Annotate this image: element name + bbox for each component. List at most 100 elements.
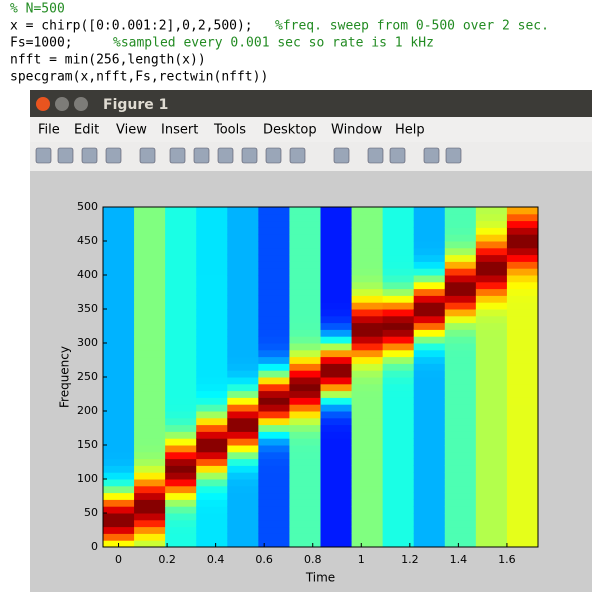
spectrogram-cell (289, 247, 321, 256)
spectrogram-cell (258, 336, 290, 344)
spectrogram-cell (320, 506, 353, 514)
spectrogram-cell (413, 438, 446, 446)
spectrogram-cell (382, 254, 415, 262)
spectrogram-cell (475, 275, 508, 283)
tool-button[interactable] (57, 147, 74, 164)
spectrogram-cell (165, 533, 197, 541)
spectrogram-cell (320, 417, 353, 426)
spectrogram-cell (227, 377, 259, 385)
y-tick-label: 100 (77, 472, 98, 485)
spectrogram-cell (196, 377, 228, 385)
spectrogram-cell (382, 315, 415, 324)
menu-item[interactable]: Desktop (263, 123, 317, 138)
spectrogram-cell (196, 370, 228, 378)
spectrogram-cell (103, 315, 135, 324)
spectrogram-cell (444, 485, 477, 494)
spectrogram-cell (103, 213, 135, 222)
spectrogram-cell (320, 390, 353, 398)
spectrogram-cell (103, 390, 135, 398)
spectrogram-cell (413, 492, 446, 500)
spectrogram-cell (413, 213, 446, 222)
tool-button[interactable] (217, 147, 234, 164)
spectrogram-cell (382, 363, 415, 371)
spectrogram-cell (475, 519, 508, 528)
spectrogram-cell (444, 377, 477, 385)
spectrogram-cell (506, 247, 539, 256)
menu-item[interactable]: Insert (161, 123, 198, 138)
spectrogram-cell (134, 377, 166, 385)
spectrogram-cell (351, 261, 384, 269)
spectrogram-cell (103, 268, 135, 276)
spectrogram-cell (413, 540, 446, 548)
tool-button[interactable] (193, 147, 210, 164)
spectrogram-cell (475, 261, 508, 269)
tool-button[interactable] (367, 147, 384, 164)
spectrogram-cell (351, 438, 384, 446)
spectrogram-cell (506, 424, 539, 432)
minimize-button[interactable] (55, 97, 69, 111)
close-button[interactable] (36, 97, 50, 111)
spectrogram-cell (444, 268, 477, 276)
menu-item[interactable]: Window (331, 123, 383, 138)
tool-button[interactable] (241, 147, 258, 164)
spectrogram-cell (289, 213, 321, 222)
spectrogram-cell (258, 533, 290, 541)
tool-button[interactable] (35, 147, 52, 164)
spectrogram-cell (475, 241, 508, 249)
spectrogram-cell (320, 220, 353, 228)
spectrogram-cell (289, 485, 321, 494)
menu-item[interactable]: Tools (213, 123, 246, 138)
maximize-button[interactable] (74, 97, 88, 111)
tool-button[interactable] (81, 147, 98, 164)
menu-item[interactable]: File (38, 123, 60, 138)
tool-button[interactable] (169, 147, 186, 164)
menu-item[interactable]: Edit (74, 123, 99, 138)
tool-button[interactable] (389, 147, 406, 164)
tool-button[interactable] (265, 147, 282, 164)
spectrogram-cell (196, 417, 228, 426)
spectrogram-cell (320, 213, 353, 222)
code-line: nfft = min(256,length(x)) (10, 53, 206, 68)
tool-button[interactable] (445, 147, 462, 164)
spectrogram-cell (289, 268, 321, 276)
spectrogram-cell (506, 349, 539, 358)
spectrogram-cell (506, 336, 539, 344)
spectrogram-cell (506, 390, 539, 398)
spectrogram-cell (165, 356, 197, 364)
menu-item[interactable]: View (116, 123, 147, 138)
spectrogram-cell (134, 227, 166, 235)
spectrogram-cell (165, 417, 197, 426)
spectrogram-cell (103, 526, 135, 534)
spectrogram-cell (134, 513, 166, 521)
tool-button[interactable] (105, 147, 122, 164)
spectrogram-cell (289, 288, 321, 296)
spectrogram-cell (196, 513, 228, 521)
spectrogram-cell (165, 322, 197, 330)
spectrogram-cell (103, 424, 135, 432)
spectrogram-cell (165, 295, 197, 303)
spectrogram-cell (320, 356, 353, 364)
spectrogram-cell (413, 424, 446, 432)
spectrogram-cell (351, 390, 384, 398)
spectrogram-cell (506, 275, 539, 283)
menu-item[interactable]: Help (395, 123, 425, 138)
spectrogram-cell (227, 213, 259, 222)
spectrogram-cell (258, 213, 290, 222)
menus: File Edit View Insert Tools Desktop Window Help (38, 123, 425, 138)
spectrogram-cell (382, 377, 415, 385)
spectrogram-cell (289, 411, 321, 419)
spectrogram-cell (382, 499, 415, 507)
spectrogram-cell (134, 451, 166, 460)
spectrogram-cell (444, 349, 477, 358)
tool-button[interactable] (289, 147, 306, 164)
tool-button[interactable] (423, 147, 440, 164)
y-tick-label: 200 (77, 404, 98, 417)
spectrogram-cell (413, 349, 446, 358)
tool-button[interactable] (139, 147, 156, 164)
spectrogram-cell (351, 445, 384, 453)
spectrogram-cell (475, 479, 508, 487)
tool-button[interactable] (333, 147, 350, 164)
spectrogram-cell (320, 207, 353, 215)
spectrogram-cell (196, 458, 228, 466)
spectrogram-cell (351, 479, 384, 487)
